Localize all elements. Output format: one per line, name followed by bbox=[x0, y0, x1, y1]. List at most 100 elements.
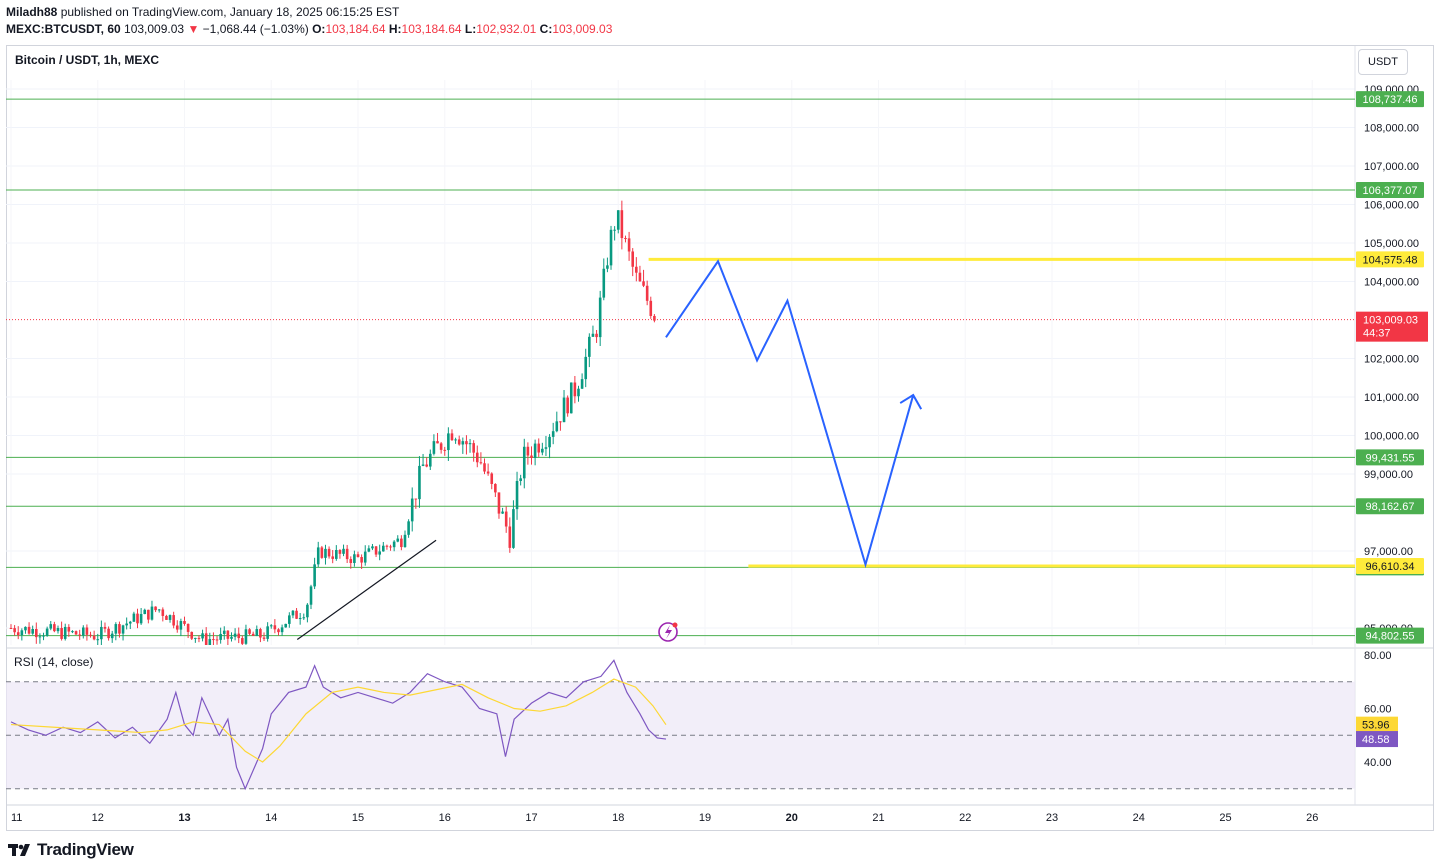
brand-name: TradingView bbox=[37, 840, 134, 859]
candle-body bbox=[100, 626, 103, 640]
candle-body bbox=[353, 554, 356, 564]
candle-body bbox=[143, 609, 147, 615]
rsi-ma-text: 53.96 bbox=[1362, 720, 1390, 732]
rsi-ma-label: 53.96 bbox=[1356, 716, 1398, 733]
candle-body bbox=[620, 210, 624, 239]
candle-body bbox=[302, 617, 306, 619]
change-text: −1,068.44 (−1.03%) bbox=[202, 22, 309, 36]
candle-body bbox=[132, 613, 136, 622]
candle-body bbox=[280, 627, 284, 633]
rsi-label[interactable]: RSI (14, close) bbox=[14, 655, 94, 669]
candle-body bbox=[139, 614, 143, 624]
candle-body bbox=[288, 615, 291, 624]
candle-body bbox=[335, 549, 338, 559]
currency-selector[interactable]: USDT bbox=[1358, 49, 1408, 75]
time-tick: 15 bbox=[352, 812, 364, 824]
high-value: 103,184.64 bbox=[401, 22, 462, 36]
candle-body bbox=[179, 621, 183, 630]
candle-body bbox=[168, 615, 172, 620]
candle-body bbox=[277, 629, 280, 633]
level-label: 99,431.55 bbox=[1356, 449, 1424, 466]
level-label-box bbox=[1356, 627, 1424, 644]
candle-body bbox=[92, 635, 96, 640]
candle-body bbox=[530, 455, 533, 459]
rsi-tick: 40.00 bbox=[1364, 757, 1392, 769]
candle-body bbox=[403, 534, 407, 548]
candle-body bbox=[24, 626, 27, 631]
grid-lines bbox=[6, 46, 1434, 806]
candle-body bbox=[342, 548, 345, 554]
tradingview-logo[interactable]: TradingView bbox=[8, 840, 134, 860]
level-label-text: 98,162.67 bbox=[1366, 501, 1415, 513]
candle-body bbox=[616, 210, 620, 230]
candle-body bbox=[494, 483, 497, 493]
candle-body bbox=[613, 229, 616, 231]
yellow-level-label: 96,610.34 bbox=[1356, 558, 1424, 575]
time-tick: 14 bbox=[265, 812, 277, 824]
level-label-text: 94,802.55 bbox=[1366, 631, 1415, 643]
candle-body bbox=[324, 548, 327, 558]
arrow-head-icon bbox=[899, 393, 923, 410]
candle-body bbox=[475, 452, 479, 463]
candle-body bbox=[259, 629, 262, 638]
candle-body bbox=[533, 443, 537, 459]
level-label-text: 99,431.55 bbox=[1366, 452, 1415, 464]
candle-body bbox=[490, 473, 494, 484]
low-label: L: bbox=[464, 22, 477, 36]
rsi-ma-line bbox=[10, 678, 667, 763]
price-tick: 102,000.00 bbox=[1364, 354, 1419, 366]
candle-body bbox=[298, 618, 302, 620]
candle-body bbox=[320, 547, 324, 558]
lightning-icon[interactable] bbox=[658, 622, 678, 642]
candle-body bbox=[371, 546, 374, 549]
candle-body bbox=[31, 629, 34, 634]
candle-body bbox=[175, 625, 179, 630]
candle-body bbox=[128, 621, 132, 624]
candle-body bbox=[508, 526, 512, 548]
time-tick: 11 bbox=[11, 812, 22, 824]
candle-body bbox=[653, 315, 656, 321]
candle-body bbox=[555, 421, 559, 432]
candle-body bbox=[230, 636, 233, 639]
candle-body bbox=[233, 633, 237, 637]
candle-body bbox=[468, 443, 472, 445]
candle-body bbox=[222, 630, 226, 634]
candles bbox=[9, 200, 656, 645]
candle-body bbox=[349, 559, 353, 564]
candle-body bbox=[577, 388, 580, 397]
candle-body bbox=[635, 266, 638, 273]
candle-body bbox=[606, 265, 609, 269]
candle-body bbox=[269, 625, 273, 627]
candle-body bbox=[551, 431, 555, 437]
open-value: 103,184.64 bbox=[325, 22, 386, 36]
publisher-name[interactable]: Miladh88 bbox=[6, 5, 58, 19]
candle-body bbox=[35, 629, 38, 638]
level-label-box bbox=[1356, 91, 1424, 108]
level-label: 108,737.46 bbox=[1356, 91, 1424, 108]
time-tick: 24 bbox=[1133, 812, 1145, 824]
level-label: 98,162.67 bbox=[1356, 498, 1424, 515]
candle-body bbox=[414, 498, 418, 500]
candle-body bbox=[598, 297, 602, 338]
candle-body bbox=[251, 633, 255, 636]
price-tick: 101,000.00 bbox=[1364, 392, 1419, 404]
yellow-level-label-box bbox=[1356, 251, 1424, 268]
candle-body bbox=[219, 633, 222, 640]
candle-body bbox=[338, 549, 342, 554]
candle-body bbox=[642, 281, 645, 286]
chart-panel[interactable] bbox=[6, 45, 1434, 831]
candle-body bbox=[248, 629, 251, 634]
high-label: H: bbox=[388, 22, 402, 36]
level-label: 106,377.07 bbox=[1356, 181, 1424, 198]
candle-body bbox=[42, 635, 45, 637]
candle-body bbox=[96, 639, 100, 641]
candle-body bbox=[385, 545, 389, 547]
rsi-tick: 60.00 bbox=[1364, 704, 1392, 716]
last-price-box bbox=[1356, 311, 1428, 342]
candle-body bbox=[53, 624, 56, 632]
candle-body bbox=[63, 626, 67, 639]
rsi-pane bbox=[6, 659, 1355, 791]
candle-body bbox=[212, 639, 215, 641]
candle-body bbox=[447, 433, 450, 451]
